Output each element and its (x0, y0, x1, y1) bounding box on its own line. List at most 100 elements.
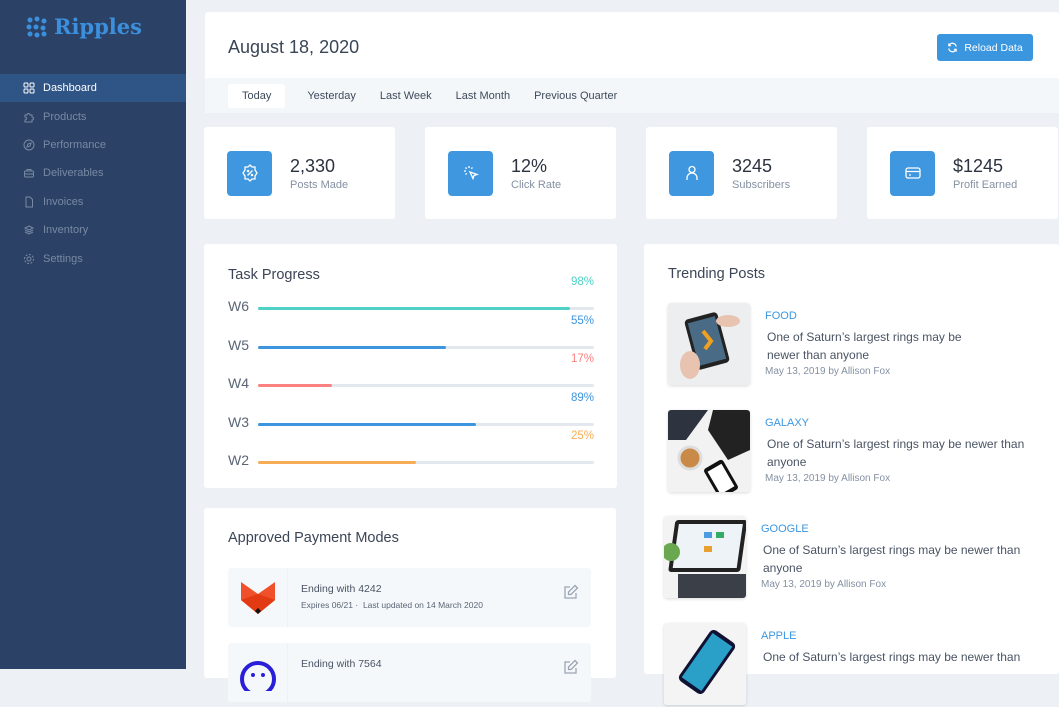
post-title[interactable]: One of Saturn’s largest rings may be new… (767, 436, 1025, 469)
progress-track (258, 307, 594, 310)
row-percent: 89% (570, 391, 594, 404)
post-title[interactable]: One of Saturn’s largest rings may be new… (767, 330, 962, 362)
stat-card-subscribers: 3245 Subscribers (646, 127, 837, 219)
badge-percent-icon (227, 150, 272, 196)
post-category[interactable]: APPLE (761, 629, 797, 642)
sidebar: Ripples Dashboard Products Performance D… (0, 0, 186, 669)
separator: · (355, 600, 359, 610)
logo[interactable]: Ripples (26, 14, 142, 39)
compass-icon (23, 139, 35, 151)
row-label: W4 (228, 375, 249, 391)
row-percent: 17% (570, 353, 594, 365)
fox-logo-icon (228, 568, 288, 627)
sidebar-item-label: Invoices (43, 195, 84, 208)
post-title[interactable]: One of Saturn’s largest rings may be new… (763, 649, 1021, 664)
post-category[interactable]: FOOD (765, 310, 797, 322)
user-icon (669, 150, 714, 196)
progress-track (258, 345, 594, 349)
edit-icon[interactable] (563, 659, 579, 675)
post-meta: May 13, 2019 by Allison Fox (761, 579, 887, 590)
row-label: W2 (228, 452, 249, 468)
post-category[interactable]: GALAXY (765, 416, 810, 429)
credit-card-icon (890, 150, 935, 196)
progress-fill (258, 461, 416, 464)
payment-modes-card: Approved Payment Modes Ending with 4242 … (204, 508, 616, 702)
refresh-icon (948, 42, 958, 53)
briefcase-icon (24, 169, 34, 178)
post-thumbnail[interactable] (668, 303, 750, 385)
payment-item: Ending with 4242 Expires 06/21 · Last up… (228, 568, 591, 627)
task-progress-title: Task Progress (228, 267, 320, 283)
gear-icon (24, 253, 34, 264)
ripples-logo-icon (26, 16, 47, 37)
layers-icon (23, 225, 35, 235)
task-progress-card: Task Progress W6 98% W5 55% W4 17% W3 89… (204, 244, 617, 488)
row-label: W6 (228, 298, 249, 314)
post-thumbnail[interactable] (664, 622, 746, 705)
reload-data-button[interactable]: Reload Data (937, 34, 1033, 61)
stat-value: $1245 (953, 155, 1004, 176)
stat-card-click-rate: 12% Click Rate (425, 127, 616, 219)
row-percent: 98% (570, 276, 594, 288)
sidebar-item-deliverables[interactable]: Deliverables (0, 159, 186, 187)
trending-posts-title: Trending Posts (668, 266, 765, 282)
progress-row-w2: W2 25% (228, 430, 594, 468)
app-name: Ripples (54, 14, 142, 39)
tab-yesterday[interactable]: Yesterday (307, 89, 356, 102)
tab-last-month[interactable]: Last Month (455, 89, 511, 102)
stat-label: Click Rate (511, 178, 562, 191)
progress-fill (258, 422, 477, 426)
sidebar-item-label: Dashboard (43, 82, 97, 95)
trending-post[interactable]: APPLE One of Saturn’s largest rings may … (664, 622, 1044, 707)
edit-icon[interactable] (563, 584, 579, 600)
grid-icon (23, 82, 35, 94)
trending-post[interactable]: FOOD One of Saturn’s largest rings may b… (668, 303, 1048, 387)
row-percent: 25% (570, 430, 594, 442)
stat-label: Posts Made (290, 178, 349, 191)
payment-updated: Last updated on 14 March 2020 (362, 600, 483, 610)
date-header: August 18, 2020 Reload Data Today Yester… (205, 12, 1059, 113)
sidebar-item-label: Inventory (43, 224, 89, 237)
progress-fill (258, 345, 447, 349)
progress-track (258, 384, 594, 387)
sidebar-item-invoices[interactable]: Invoices (0, 188, 186, 216)
stat-card-posts: 2,330 Posts Made (204, 127, 395, 219)
stat-label: Profit Earned (953, 178, 1018, 191)
post-title[interactable]: One of Saturn’s largest rings may be new… (763, 543, 1021, 575)
progress-fill (258, 384, 332, 387)
smiley-logo-icon (228, 643, 288, 702)
cursor-click-icon (448, 150, 493, 196)
sidebar-item-label: Deliverables (43, 167, 104, 180)
post-thumbnail[interactable] (664, 516, 746, 598)
sidebar-item-settings[interactable]: Settings (0, 244, 186, 272)
progress-row-w5: W5 55% (228, 315, 594, 353)
sidebar-item-dashboard[interactable]: Dashboard (0, 74, 186, 103)
tab-previous-quarter[interactable]: Previous Quarter (534, 89, 618, 102)
post-thumbnail[interactable] (668, 409, 750, 492)
sidebar-nav: Dashboard Products Performance Deliverab… (0, 74, 186, 273)
trending-posts-card: Trending Posts FOOD One of Saturn’s larg… (644, 244, 1059, 705)
trending-post[interactable]: GOOGLE One of Saturn’s largest rings may… (664, 516, 1044, 600)
sidebar-item-products[interactable]: Products (0, 102, 186, 130)
stat-value: 12% (511, 155, 548, 176)
progress-track (258, 422, 594, 426)
sidebar-item-inventory[interactable]: Inventory (0, 216, 186, 244)
payment-meta: Expires 06/21 · Last updated on 14 March… (301, 600, 483, 610)
sidebar-item-performance[interactable]: Performance (0, 131, 186, 159)
puzzle-icon (24, 112, 34, 123)
tab-last-week[interactable]: Last Week (379, 89, 432, 102)
post-category[interactable]: GOOGLE (761, 523, 809, 535)
sidebar-item-label: Settings (43, 252, 83, 265)
sidebar-item-label: Products (43, 110, 87, 123)
post-meta: May 13, 2019 by Allison Fox (765, 472, 891, 484)
payment-item: Ending with 7564 (228, 643, 591, 702)
progress-row-w3: W3 89% (228, 392, 594, 430)
document-icon (25, 196, 33, 208)
trending-post[interactable]: GALAXY One of Saturn’s largest rings may… (668, 409, 1048, 494)
payment-name: Ending with 7564 (301, 658, 382, 670)
payment-name: Ending with 4242 (301, 583, 382, 595)
tab-today[interactable]: Today (228, 83, 286, 108)
progress-row-w4: W4 17% (228, 353, 594, 391)
stat-label: Subscribers (732, 178, 791, 191)
progress-row-w6: W6 98% (228, 276, 594, 314)
